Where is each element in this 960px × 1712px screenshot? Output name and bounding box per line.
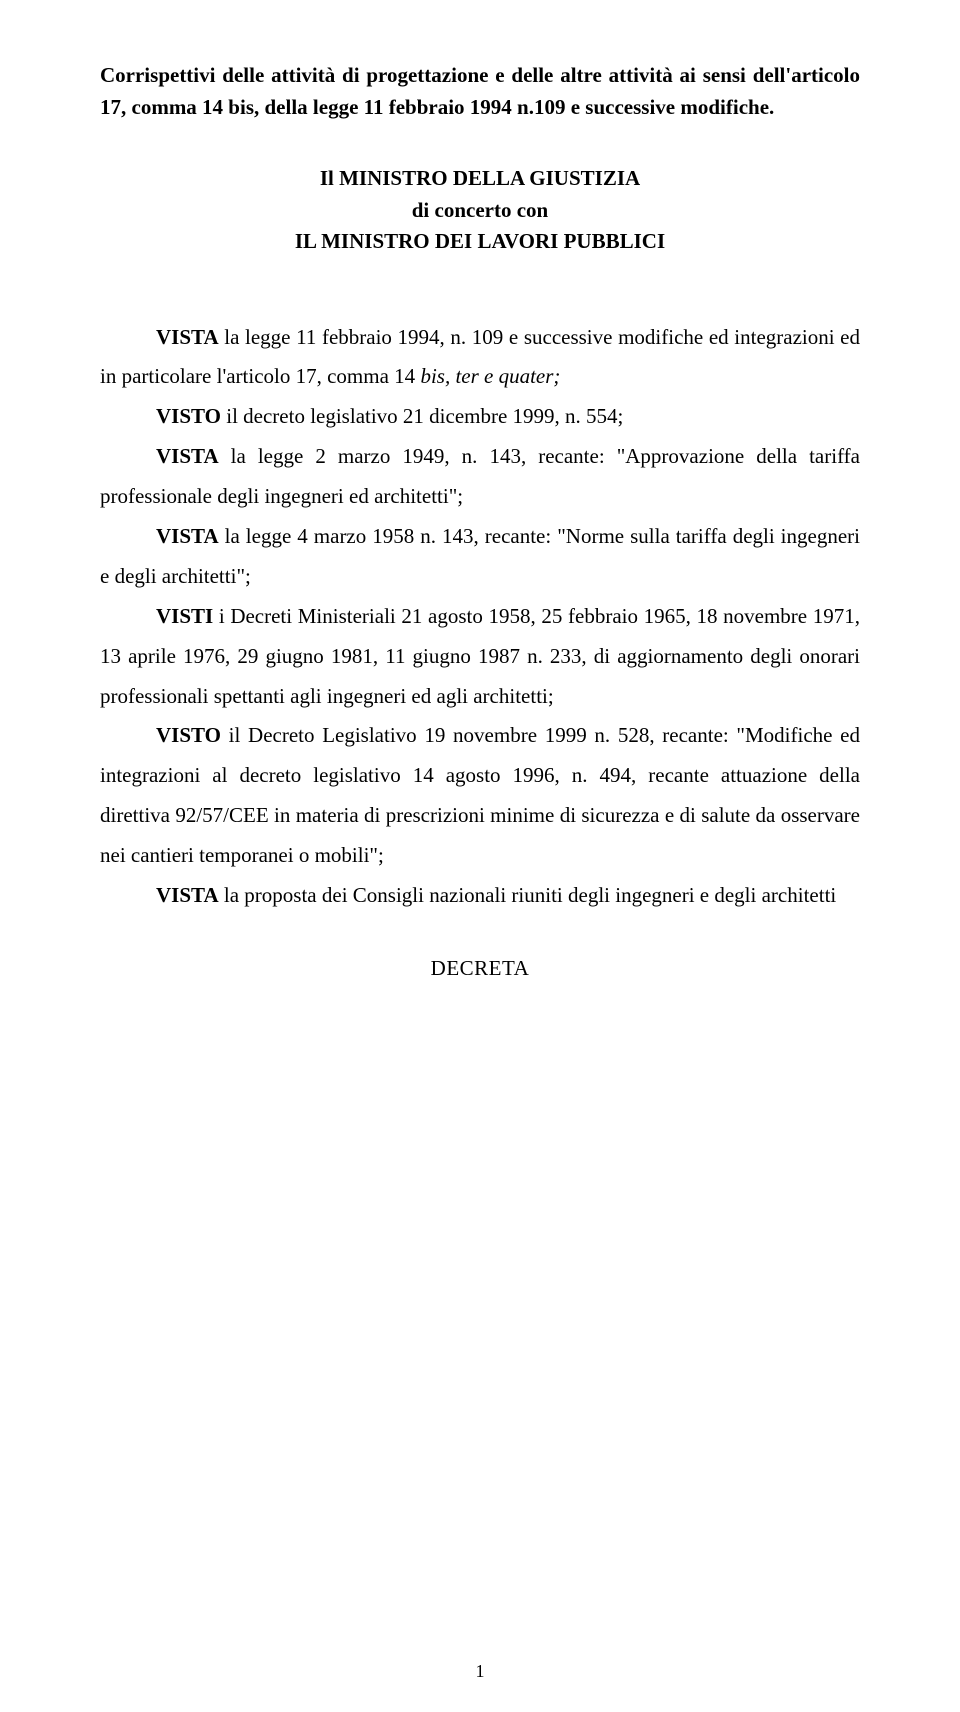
p6-lead: VISTO <box>156 723 221 747</box>
p1-italic: bis, ter e quater; <box>420 364 560 388</box>
minister-line-3: IL MINISTRO DEI LAVORI PUBBLICI <box>100 226 860 258</box>
paragraph-3: VISTA la legge 2 marzo 1949, n. 143, rec… <box>100 437 860 517</box>
p2-lead: VISTO <box>156 404 221 428</box>
minister-line-1: Il MINISTRO DELLA GIUSTIZIA <box>100 163 860 195</box>
page-number: 1 <box>0 1661 960 1682</box>
p7-text: la proposta dei Consigli nazionali riuni… <box>219 883 837 907</box>
p3-lead: VISTA <box>156 444 219 468</box>
paragraph-4: VISTA la legge 4 marzo 1958 n. 143, reca… <box>100 517 860 597</box>
paragraph-5: VISTI i Decreti Ministeriali 21 agosto 1… <box>100 597 860 717</box>
p7-lead: VISTA <box>156 883 219 907</box>
p5-text: i Decreti Ministeriali 21 agosto 1958, 2… <box>100 604 860 708</box>
p4-lead: VISTA <box>156 524 219 548</box>
paragraph-1: VISTA la legge 11 febbraio 1994, n. 109 … <box>100 318 860 398</box>
p2-text: il decreto legislativo 21 dicembre 1999,… <box>221 404 623 428</box>
paragraph-2: VISTO il decreto legislativo 21 dicembre… <box>100 397 860 437</box>
paragraph-6: VISTO il Decreto Legislativo 19 novembre… <box>100 716 860 876</box>
ministers-block: Il MINISTRO DELLA GIUSTIZIA di concerto … <box>100 163 860 258</box>
minister-line-2: di concerto con <box>100 195 860 227</box>
p1-lead: VISTA <box>156 325 219 349</box>
document-body: VISTA la legge 11 febbraio 1994, n. 109 … <box>100 318 860 916</box>
document-title: Corrispettivi delle attività di progetta… <box>100 60 860 123</box>
paragraph-7: VISTA la proposta dei Consigli nazionali… <box>100 876 860 916</box>
p5-lead: VISTI <box>156 604 213 628</box>
document-page: Corrispettivi delle attività di progetta… <box>0 0 960 1712</box>
decreta-heading: DECRETA <box>100 956 860 981</box>
